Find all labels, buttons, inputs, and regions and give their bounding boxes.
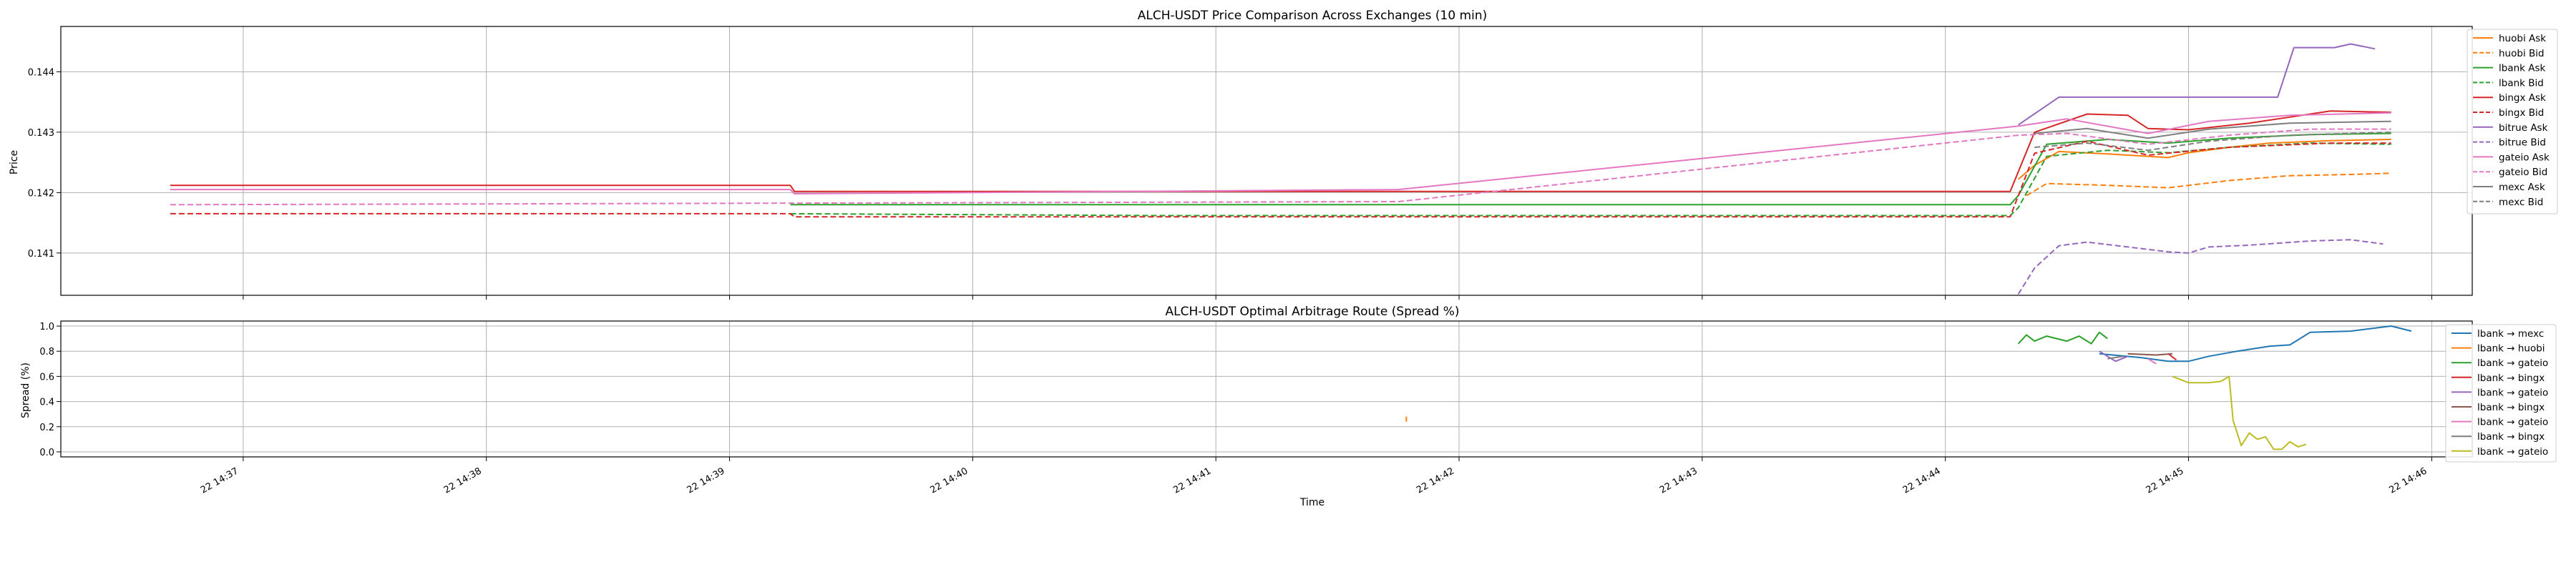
bottom-chart-series-line-lbank-bingx-7 <box>2107 355 2124 360</box>
top-chart-series-line-bitrue-bid-7 <box>2017 239 2384 295</box>
bottom-chart-legend-label: lbank → gateio <box>2477 446 2548 458</box>
top-chart-legend-label: bingx Ask <box>2499 92 2546 104</box>
bottom-chart-y-axis-label: Spread (%) <box>20 363 31 418</box>
bottom-chart-series-line-lbank-bingx-5 <box>2127 352 2172 356</box>
bottom-chart-title: ALCH-USDT Optimal Arbitrage Route (Sprea… <box>1166 305 1460 319</box>
top-chart-series-line-mexc-bid-11 <box>2034 131 2391 152</box>
top-chart-y-axis-label: Price <box>9 150 20 174</box>
bottom-chart-legend-box <box>2445 324 2557 463</box>
bottom-chart-legend-label: lbank → bingx <box>2477 402 2545 413</box>
top-chart-y-tick-label: 0.143 <box>28 128 54 139</box>
top-chart-legend-label: lbank Bid <box>2499 77 2544 89</box>
top-chart-series-group <box>170 43 2391 295</box>
top-chart-series-line-huobi-ask-0 <box>2017 139 2391 180</box>
bottom-chart-y-tick-label: 0.6 <box>39 372 54 383</box>
bottom-chart-y-tick-label: 0.2 <box>39 423 54 433</box>
bottom-chart-legend-label: lbank → bingx <box>2477 373 2545 384</box>
top-chart-legend-label: huobi Bid <box>2499 48 2545 59</box>
bottom-chart-legend-label: lbank → mexc <box>2477 328 2544 340</box>
top-chart-series-line-bitrue-ask-6 <box>2018 43 2376 126</box>
bottom-chart-series-line-lbank-bingx-3 <box>2167 352 2177 361</box>
bottom-chart-x-axis-label: Time <box>1299 497 1324 508</box>
top-chart-title: ALCH-USDT Price Comparison Across Exchan… <box>1138 9 1488 23</box>
bottom-chart-series-line-lbank-gateio-8 <box>2172 375 2307 450</box>
bottom-chart-legend: lbank → mexc lbank → huobi lbank → gateio l… <box>2445 324 2557 463</box>
bottom-chart-legend-label: lbank → gateio <box>2477 387 2548 398</box>
bottom-chart-series-line-lbank-gateio-2 <box>2017 331 2108 345</box>
top-chart-series-line-huobi-bid-1 <box>2026 172 2391 197</box>
bottom-chart-series-line-lbank-mexc-0 <box>2099 325 2412 363</box>
top-chart-legend-label: mexc Bid <box>2499 197 2543 208</box>
top-chart-y-tick-label: 0.141 <box>28 249 54 260</box>
bottom-chart-y-tick-label: 0.4 <box>39 398 54 408</box>
top-chart-legend-label: lbank Ask <box>2499 63 2546 74</box>
top-chart-legend-label: gateio Ask <box>2499 152 2550 163</box>
bottom-chart-y-tick-label: 0.8 <box>39 347 54 358</box>
top-chart-y-tick-label: 0.144 <box>28 67 54 78</box>
top-chart-legend-label: bitrue Bid <box>2499 137 2546 149</box>
top-chart-legend-box <box>2467 29 2558 214</box>
bottom-chart-legend-label: lbank → bingx <box>2477 431 2545 443</box>
top-chart-legend-label: gateio Bid <box>2499 167 2547 178</box>
bottom-chart-legend-label: lbank → gateio <box>2477 417 2548 428</box>
top-chart-y-tick-label: 0.142 <box>28 188 54 199</box>
top-chart-series-line-gateio-bid-9 <box>170 128 2391 206</box>
top-chart-legend-label: mexc Ask <box>2499 182 2545 193</box>
top-chart-legend: huobi Ask huobi Bid lbank Ask lbank Bid bing… <box>2467 29 2558 214</box>
bottom-chart-series-group <box>1405 325 2412 450</box>
bottom-chart-y-tick-label: 0.0 <box>39 448 54 458</box>
top-chart-grid: 0.141 0.142 0.143 0.144 <box>28 26 2472 300</box>
top-chart-legend-label: bingx Bid <box>2499 107 2544 119</box>
top-chart-legend-label: huobi Ask <box>2499 33 2546 44</box>
top-chart-legend-label: bitrue Ask <box>2499 122 2548 134</box>
bottom-chart-legend-label: lbank → gateio <box>2477 358 2548 369</box>
top-chart-series-line-mexc-ask-10 <box>2034 120 2391 139</box>
top-chart-series-line-bingx-ask-4 <box>170 110 2391 192</box>
bottom-chart-series-line-lbank-gateio-4 <box>2099 350 2128 363</box>
bottom-chart-y-tick-label: 1.0 <box>39 322 54 332</box>
top-chart-series-line-bingx-bid-5 <box>170 140 2391 218</box>
bottom-chart-legend-label: lbank → huobi <box>2477 343 2545 355</box>
top-chart-series-line-gateio-ask-8 <box>170 112 2391 194</box>
bottom-chart-series-line-lbank-gateio-6 <box>2147 358 2157 365</box>
